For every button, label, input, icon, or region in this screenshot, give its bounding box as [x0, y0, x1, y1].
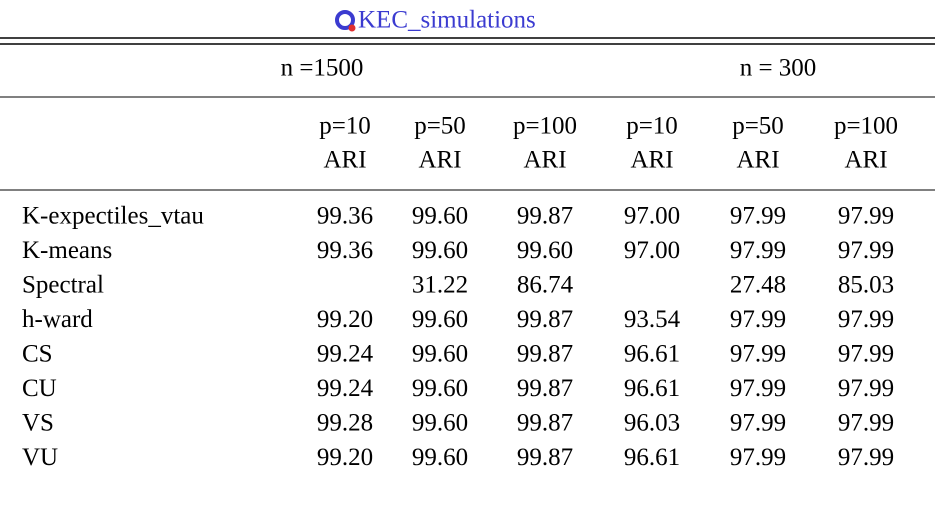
row-label: Spectral	[22, 272, 104, 299]
column-header: p=10	[626, 113, 678, 140]
column-header: ARI	[523, 147, 566, 174]
cell: 99.20	[317, 306, 373, 333]
cell: 97.99	[730, 444, 786, 471]
cell: 99.24	[317, 375, 374, 402]
cell: 96.03	[624, 410, 680, 437]
cell: 97.99	[730, 341, 786, 368]
cell: 99.60	[412, 203, 468, 230]
column-header: ARI	[630, 147, 673, 174]
row-label: CU	[22, 375, 57, 402]
cell: 99.60	[412, 306, 468, 333]
cell: 97.00	[624, 237, 680, 264]
cell: 99.60	[412, 341, 468, 368]
cell: 97.99	[730, 375, 786, 402]
cell: 97.99	[838, 237, 894, 264]
row-label: VS	[22, 410, 54, 437]
cell: 99.36	[317, 203, 373, 230]
cell: 96.61	[624, 375, 680, 402]
row-label: K-means	[22, 237, 112, 264]
cell: 96.61	[624, 444, 680, 471]
row-label: CS	[22, 341, 53, 368]
column-header: p=10	[319, 113, 371, 140]
row-label: K-expectiles_vtau	[22, 203, 204, 230]
column-header: ARI	[844, 147, 887, 174]
group-header: n =1500	[281, 55, 364, 82]
column-header: p=100	[834, 113, 898, 140]
cell: 97.99	[730, 237, 786, 264]
row-label: h-ward	[22, 306, 93, 333]
cell: 99.60	[412, 410, 468, 437]
cell: 99.60	[517, 237, 573, 264]
cell: 97.99	[838, 444, 894, 471]
cell: 97.99	[730, 306, 786, 333]
cell: 99.87	[517, 203, 573, 230]
cell: 99.20	[317, 444, 373, 471]
cell: 97.99	[838, 203, 894, 230]
cell: 31.22	[412, 272, 468, 299]
cell: 97.99	[730, 410, 786, 437]
cell: 99.36	[317, 237, 373, 264]
column-header: p=100	[513, 113, 577, 140]
cell: 99.87	[517, 375, 573, 402]
cell: 99.60	[412, 444, 468, 471]
cell: 99.60	[412, 375, 468, 402]
cell: 99.87	[517, 341, 573, 368]
cell: 97.99	[838, 341, 894, 368]
cell: 99.24	[317, 341, 374, 368]
row-label: VU	[22, 444, 58, 471]
cell: 99.87	[517, 410, 573, 437]
cell: 99.28	[317, 410, 373, 437]
cell: 97.99	[838, 306, 894, 333]
cell: 27.48	[730, 272, 786, 299]
column-header: p=50	[732, 113, 784, 140]
column-header: p=50	[414, 113, 466, 140]
logo-icon	[335, 10, 356, 32]
cell: 97.99	[838, 410, 894, 437]
cell: 96.61	[624, 341, 680, 368]
cell: 86.74	[517, 272, 574, 299]
cell: 97.99	[730, 203, 786, 230]
column-header: ARI	[418, 147, 461, 174]
cell: 97.00	[624, 203, 680, 230]
cell: 99.87	[517, 306, 573, 333]
cell: 99.87	[517, 444, 573, 471]
cell: 99.60	[412, 237, 468, 264]
cell: 85.03	[838, 272, 894, 299]
cell: 97.99	[838, 375, 894, 402]
column-header: ARI	[323, 147, 366, 174]
cell: 93.54	[624, 306, 681, 333]
title: KEC_simulations	[358, 7, 536, 34]
group-header: n = 300	[740, 55, 817, 82]
column-header: ARI	[736, 147, 779, 174]
